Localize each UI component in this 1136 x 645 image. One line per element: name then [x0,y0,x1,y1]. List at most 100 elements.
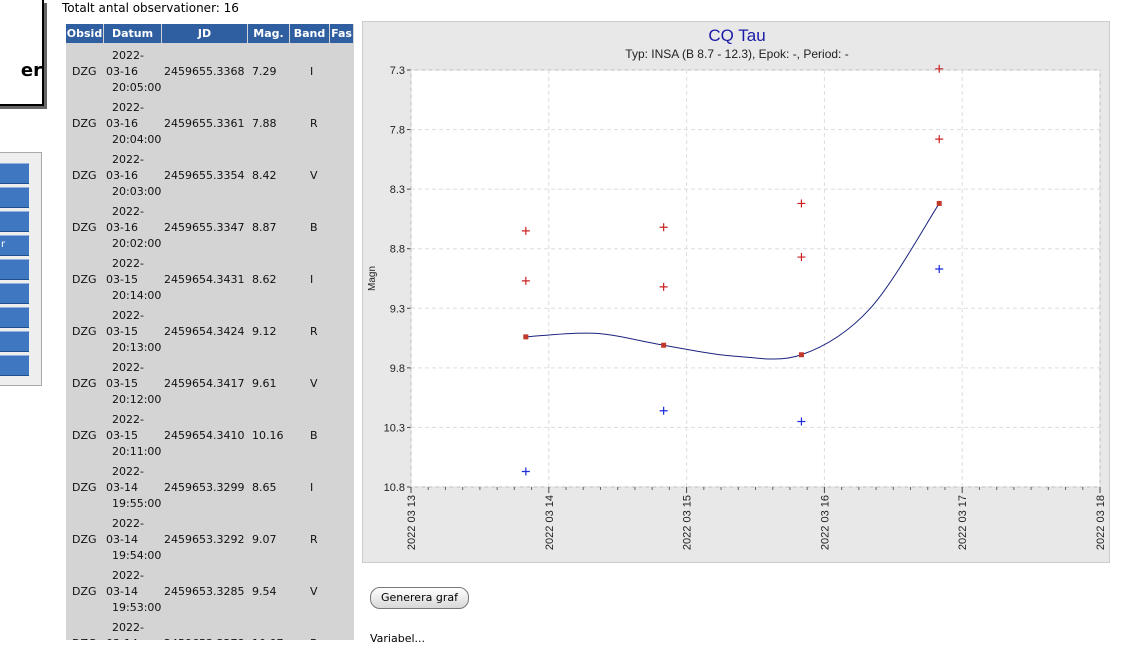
data-point [935,135,944,144]
table-row: DZG 2022- 03-15 20:12:00 2459654.3417 9.61 V [66,355,354,407]
table-cell-mag: 10.16 [252,429,284,442]
table-cell-band: V [310,377,318,390]
table-cell-band: B [310,221,318,234]
column-header-obsid[interactable]: Obsid [66,24,104,43]
table-cell-date1: 2022- [112,413,144,426]
table-cell-band: I [310,481,314,494]
table-cell-jd: 2459654.3417 [164,377,245,390]
table-cell-mag: 8.65 [252,481,277,494]
chart-title: CQ Tau [708,26,765,45]
plot-area [410,69,1101,488]
left-menu-item[interactable] [0,211,29,232]
data-point [797,199,806,208]
left-menu-item[interactable] [0,331,29,352]
table-cell-mag: 7.88 [252,117,277,130]
table-cell-band: R [310,117,318,130]
table-cell-obsid: DZG [72,533,97,546]
table-cell-date1: 2022- [112,257,144,270]
table-cell-jd: 2459653.3299 [164,481,245,494]
left-menu-item[interactable] [0,307,29,328]
x-tick-label: 2022 03 16 [819,495,831,550]
table-cell-date1: 2022- [112,465,144,478]
table-cell-obsid: DZG [72,481,97,494]
table-cell-date2: 03-14 [106,533,138,546]
table-cell-jd: 2459654.3431 [164,273,245,286]
left-menu-item[interactable] [0,259,29,280]
data-point [935,264,944,273]
table-cell-date3: 20:02:00 [112,237,162,250]
table-cell-obsid: DZG [72,637,97,640]
table-cell-jd: 2459653.3278 [164,637,244,640]
table-cell-date3: 19:55:00 [112,497,162,510]
fit-curve [525,203,940,360]
table-row: DZG 2022- 03-14 19:55:00 2459653.3299 8.65 I [66,459,354,511]
left-menu-item[interactable] [0,283,29,304]
table-cell-obsid: DZG [72,585,97,598]
data-point [521,226,530,235]
table-row: DZG 2022- 03-15 20:13:00 2459654.3424 9.12 R [66,303,354,355]
data-point [661,342,667,348]
table-cell-date2: 03-15 [106,325,138,338]
data-point [659,223,668,232]
x-tick-label: 2022 03 17 [957,495,969,550]
observation-count: Totalt antal observationer: 16 [62,1,239,15]
table-cell-date2: 03-14 [106,637,138,640]
table-cell-band: V [310,585,318,598]
column-header-jd[interactable]: JD [162,24,248,43]
data-point [521,467,530,476]
chart-svg: CQ Tau Typ: INSA (B 8.7 - 12.3), Epok: -,… [367,26,1107,550]
y-tick-label: 10.8 [384,482,405,494]
table-cell-band: B [310,429,318,442]
table-cell-mag: 9.54 [252,585,277,598]
table-cell-mag: 9.12 [252,325,277,338]
column-header-date[interactable]: Datum [104,24,162,43]
table-cell-date2: 03-16 [106,117,138,130]
table-cell-band: I [310,273,314,286]
table-cell-obsid: DZG [72,325,97,338]
table-cell-band: R [310,533,318,546]
table-row: DZG 2022- 03-14 2459653.3278 10.07 B [66,615,354,640]
table-cell-date2: 03-16 [106,221,138,234]
data-point [797,417,806,426]
table-cell-date1: 2022- [112,153,144,166]
column-header-phase[interactable]: Fas [330,24,354,43]
table-row: DZG 2022- 03-16 20:04:00 2459655.3361 7.88 R [66,95,354,147]
table-cell-date2: 03-15 [106,377,138,390]
data-point [523,334,529,340]
table-cell-jd: 2459653.3292 [164,533,245,546]
data-point [521,276,530,285]
table-cell-obsid: DZG [72,65,97,78]
chart-subtitle: Typ: INSA (B 8.7 - 12.3), Epok: -, Perio… [625,47,848,61]
table-cell-date2: 03-15 [106,429,138,442]
light-curve-chart: CQ Tau Typ: INSA (B 8.7 - 12.3), Epok: -,… [362,21,1110,563]
data-point [797,253,806,262]
left-menu-item[interactable] [0,187,29,208]
table-header: Obsid Datum JD Mag. Band Fas [66,24,354,43]
table-cell-date3: 19:53:00 [112,601,162,614]
y-tick-label: 7.3 [390,65,405,77]
column-header-mag[interactable]: Mag. [248,24,290,43]
column-header-band[interactable]: Band [290,24,330,43]
left-menu-item[interactable]: r [0,235,29,256]
generate-graph-button[interactable]: Generera graf [370,587,469,609]
table-cell-mag: 9.07 [252,533,277,546]
table-cell-date3: 20:14:00 [112,289,162,302]
table-cell-obsid: DZG [72,429,97,442]
table-cell-obsid: DZG [72,221,97,234]
table-cell-obsid: DZG [72,169,97,182]
table-cell-obsid: DZG [72,117,97,130]
table-cell-mag: 8.62 [252,273,277,286]
table-row: DZG 2022- 03-14 19:54:00 2459653.3292 9.07 R [66,511,354,563]
table-cell-date2: 03-16 [106,169,138,182]
data-point [935,64,944,73]
observation-table: Obsid Datum JD Mag. Band Fas DZG 2022- 03-… [66,24,354,640]
x-tick-label: 2022 03 14 [544,495,556,550]
footer-text: Variabel... [370,632,426,645]
left-menu-item[interactable] [0,355,29,376]
table-cell-date2: 03-14 [106,585,138,598]
left-menu-item[interactable] [0,163,29,184]
y-tick-label: 10.3 [384,422,405,434]
table-cell-date3: 20:05:00 [112,81,162,94]
table-cell-date3: 20:11:00 [112,445,162,458]
y-tick-label: 7.8 [390,125,405,137]
